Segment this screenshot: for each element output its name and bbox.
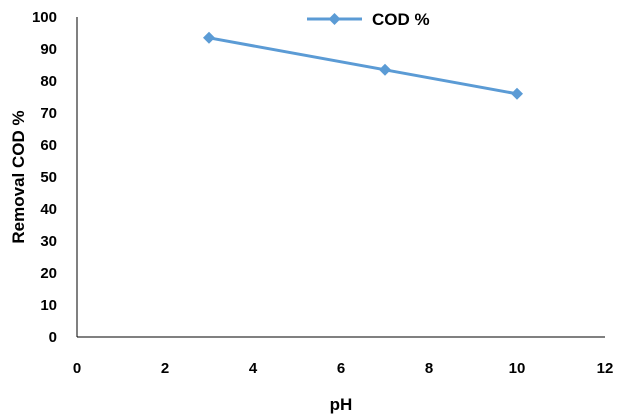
x-tick-label: 10 xyxy=(509,360,526,377)
series-line xyxy=(208,36,518,96)
data-point-marker xyxy=(203,31,215,44)
legend: COD % xyxy=(307,10,430,29)
x-tick-label: 6 xyxy=(337,360,345,377)
y-axis-title: Removal COD % xyxy=(9,110,28,243)
y-tick-label: 20 xyxy=(40,265,57,282)
y-tick-label: 100 xyxy=(32,9,57,26)
x-tick-label: 2 xyxy=(161,360,169,377)
y-tick-label: 10 xyxy=(40,297,57,314)
y-tick-labels: 0 10 20 30 40 50 60 70 80 90 100 xyxy=(32,9,57,346)
data-point-marker xyxy=(379,63,391,76)
x-tick-label: 0 xyxy=(73,360,81,377)
y-tick-label: 70 xyxy=(40,105,57,122)
y-tick-label: 40 xyxy=(40,201,57,218)
x-tick-label: 8 xyxy=(425,360,433,377)
y-tick-label: 60 xyxy=(40,137,57,154)
y-tick-label: 30 xyxy=(40,233,57,250)
y-tick-label: 0 xyxy=(49,329,57,346)
legend-marker-swatch xyxy=(328,13,341,25)
legend-label: COD % xyxy=(372,10,430,29)
y-tick-label: 50 xyxy=(40,169,57,186)
y-tick-label: 80 xyxy=(40,73,57,90)
x-axis-title: pH xyxy=(330,395,353,414)
series-layer xyxy=(203,31,523,100)
y-tick-label: 90 xyxy=(40,41,57,58)
x-tick-label: 12 xyxy=(597,360,614,377)
data-point-marker xyxy=(511,87,523,100)
x-tick-label: 4 xyxy=(249,360,258,377)
x-tick-labels: 0 2 4 6 8 10 12 xyxy=(73,360,614,377)
